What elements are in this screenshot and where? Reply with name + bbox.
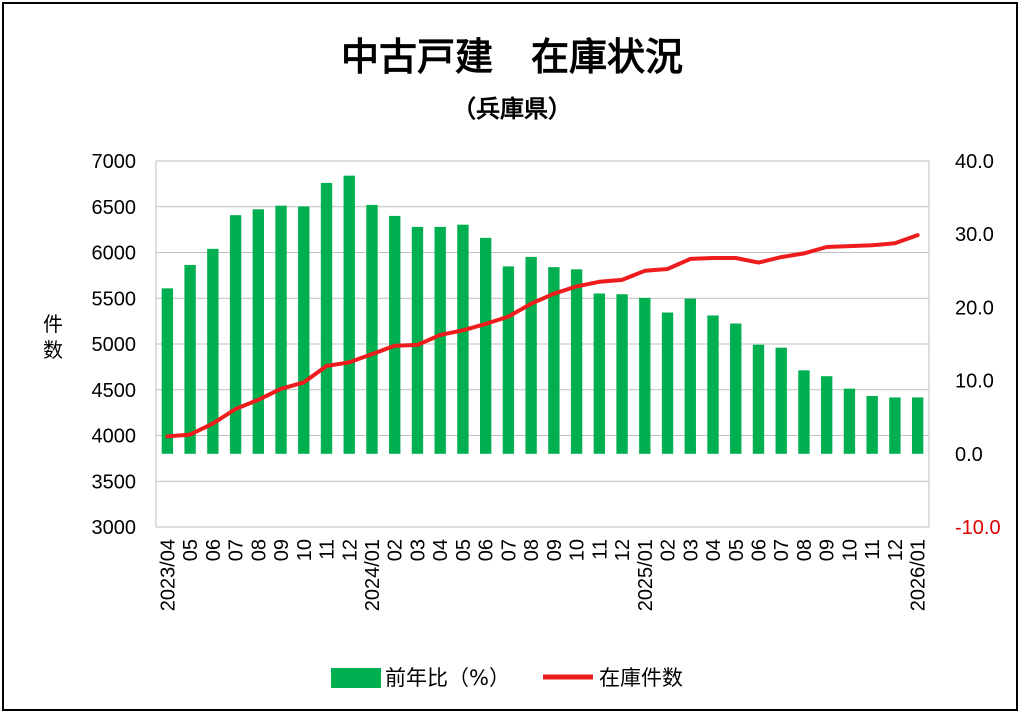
bar (821, 376, 833, 454)
x-tick-label: 2025/01 (635, 539, 657, 611)
bar (479, 237, 492, 454)
x-tick-label: 11 (862, 539, 884, 560)
bar (252, 209, 264, 454)
bar (684, 298, 696, 454)
x-tick-label: 2023/04 (157, 539, 179, 611)
right-tick-label: 30.0 (955, 224, 994, 246)
x-tick-label: 06 (748, 539, 770, 561)
bar (275, 205, 287, 454)
bar (207, 248, 219, 454)
x-axis-ticks: 2023/04 05 06 07 08 09 10 11 12 2024/01 02 03 04 05 06… (157, 539, 929, 611)
right-tick-label: 0.0 (955, 444, 983, 466)
bar (889, 397, 901, 454)
x-tick-label: 09 (271, 539, 293, 561)
x-tick-label: 03 (680, 539, 702, 561)
x-tick-label: 04 (703, 539, 725, 561)
x-tick-label: 08 (521, 539, 543, 561)
x-tick-label: 12 (885, 539, 907, 561)
left-tick-label: 4500 (92, 380, 137, 402)
bar (661, 312, 674, 454)
legend-line-label: 在庫件数 (599, 666, 683, 690)
x-tick-label: 07 (498, 539, 520, 561)
bar (775, 347, 787, 454)
bar (639, 297, 651, 454)
bar (707, 315, 719, 454)
bar (752, 344, 765, 454)
bar (866, 395, 878, 454)
x-tick-label: 11 (317, 539, 339, 560)
x-tick-label: 05 (726, 539, 748, 561)
left-tick-label: 7000 (92, 151, 137, 173)
bar (184, 264, 196, 454)
bar (457, 224, 469, 454)
chart-canvas: 中古戸建 在庫状況 （兵庫県） 件数 3000 3500 4000 4500 5000 5… (43, 35, 1001, 690)
x-tick-label: 08 (794, 539, 816, 561)
x-tick-label: 04 (430, 539, 452, 561)
right-tick-label: -10.0 (955, 517, 1001, 539)
x-tick-label: 10 (839, 539, 861, 561)
bar (343, 175, 355, 454)
x-tick-label: 09 (544, 539, 566, 561)
bar (434, 226, 446, 454)
gridlines (155, 160, 930, 528)
x-tick-label: 02 (658, 539, 680, 561)
bar-series (161, 175, 924, 454)
bar (616, 294, 628, 454)
bar (525, 256, 537, 454)
x-tick-label: 2024/01 (362, 539, 384, 611)
left-axis-ticks: 3000 3500 4000 4500 5000 5500 6000 6500 7000 (92, 151, 137, 539)
y-axis-label: 件数 (43, 312, 63, 362)
bar (502, 266, 515, 454)
x-tick-label: 03 (407, 539, 429, 561)
bar (843, 388, 856, 454)
bar (320, 182, 333, 454)
left-tick-label: 6500 (92, 197, 137, 219)
right-tick-label: 40.0 (955, 151, 994, 173)
bar (798, 370, 810, 454)
right-tick-label: 10.0 (955, 371, 994, 393)
legend-bar-swatch (331, 668, 381, 688)
right-tick-label: 20.0 (955, 297, 994, 319)
bar (570, 269, 583, 454)
x-tick-label: 10 (567, 539, 589, 561)
x-tick-label: 05 (453, 539, 475, 561)
x-tick-label: 07 (771, 539, 793, 561)
right-axis-ticks: -10.0 0.0 10.0 20.0 30.0 40.0 (955, 151, 1001, 539)
chart-title: 中古戸建 在庫状況 (341, 35, 683, 79)
x-tick-label: 2026/01 (908, 539, 930, 611)
legend: 前年比（%） 在庫件数 (331, 666, 683, 690)
bar (366, 204, 378, 454)
x-tick-label: 10 (294, 539, 316, 561)
x-tick-label: 12 (612, 539, 634, 561)
left-tick-label: 6000 (92, 243, 137, 265)
bar (911, 397, 924, 454)
left-tick-label: 3000 (92, 517, 137, 539)
x-tick-label: 05 (180, 539, 202, 561)
x-tick-label: 06 (203, 539, 225, 561)
x-tick-label: 08 (248, 539, 270, 561)
x-tick-label: 02 (385, 539, 407, 561)
legend-bar-label: 前年比（%） (385, 666, 510, 690)
bar (730, 323, 742, 454)
x-tick-label: 07 (226, 539, 248, 561)
left-tick-label: 4000 (92, 426, 137, 448)
left-tick-label: 5500 (92, 288, 137, 310)
bar (548, 267, 560, 454)
x-tick-label: 12 (339, 539, 361, 561)
bar (389, 215, 401, 454)
left-tick-label: 5000 (92, 334, 137, 356)
bar (411, 226, 424, 454)
x-tick-label: 09 (817, 539, 839, 561)
left-tick-label: 3500 (92, 471, 137, 493)
chart-subtitle: （兵庫県） (452, 95, 572, 123)
inventory-line (165, 233, 920, 439)
bar (593, 293, 606, 454)
bar (161, 288, 174, 454)
line-series (165, 233, 920, 439)
bar (298, 206, 310, 454)
bar (229, 215, 242, 454)
x-tick-label: 11 (589, 539, 611, 560)
x-tick-label: 06 (476, 539, 498, 561)
